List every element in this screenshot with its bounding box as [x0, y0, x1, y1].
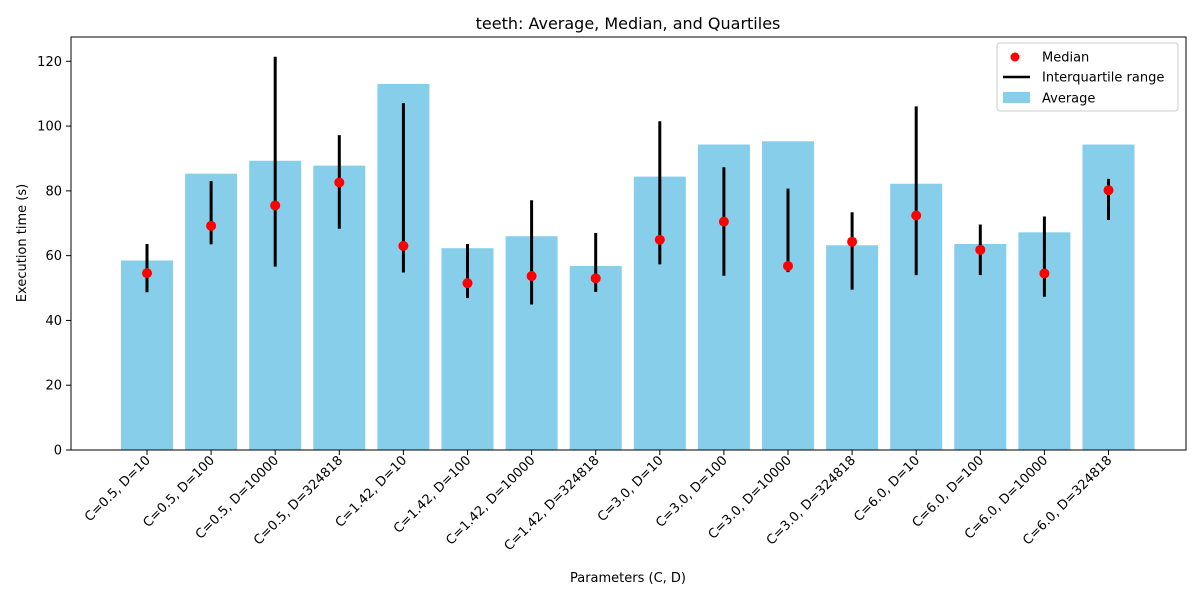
median-point	[526, 271, 537, 282]
y-tick-label: 120	[37, 55, 62, 70]
legend-box	[996, 42, 1179, 112]
y-tick-label: 100	[37, 120, 62, 135]
y-axis-label: Execution time (s)	[15, 184, 30, 302]
median-point	[911, 210, 922, 221]
x-axis-label: Parameters (C, D)	[570, 571, 686, 586]
legend: Median Interquartile range Average	[996, 42, 1179, 112]
median-point	[975, 244, 986, 255]
legend-median-marker	[1010, 52, 1020, 62]
median-point	[654, 234, 665, 245]
median-point	[847, 236, 858, 247]
y-tick-label: 40	[45, 314, 62, 329]
y-tick-label: 20	[45, 379, 62, 394]
legend-average-label: Average	[1042, 92, 1095, 107]
median-point	[462, 278, 473, 289]
y-tick-label: 0	[54, 444, 62, 459]
chart-title: teeth: Average, Median, and Quartiles	[476, 14, 781, 33]
axes-frame	[70, 36, 1187, 451]
median-point	[398, 240, 409, 251]
median-point	[206, 220, 217, 231]
median-point	[334, 177, 345, 188]
median-point	[718, 216, 729, 227]
y-tick-label: 80	[45, 184, 62, 199]
bar-average	[954, 243, 1007, 450]
legend-average-marker	[1003, 92, 1030, 103]
median-point	[590, 273, 601, 284]
median-point	[142, 268, 152, 279]
median-point	[783, 261, 793, 272]
legend-iqr-label: Interquartile range	[1042, 71, 1164, 86]
bar-average	[569, 266, 622, 450]
legend-median-label: Median	[1042, 51, 1089, 66]
median-point	[270, 200, 281, 211]
y-tick-label: 60	[45, 249, 62, 264]
bar-average	[762, 141, 814, 451]
median-point	[1039, 268, 1050, 279]
median-point	[1103, 185, 1114, 196]
